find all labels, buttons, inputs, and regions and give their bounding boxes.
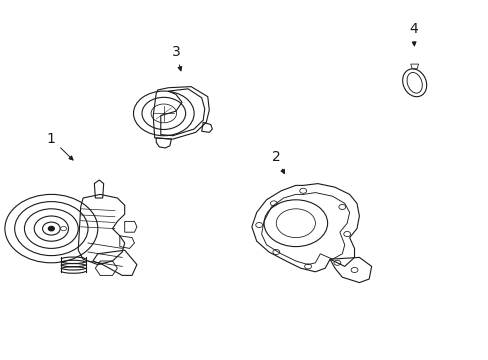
Text: 2: 2 (271, 150, 284, 174)
Text: 3: 3 (171, 45, 182, 71)
Text: 1: 1 (47, 132, 73, 160)
Circle shape (48, 226, 54, 231)
Text: 4: 4 (408, 22, 417, 46)
